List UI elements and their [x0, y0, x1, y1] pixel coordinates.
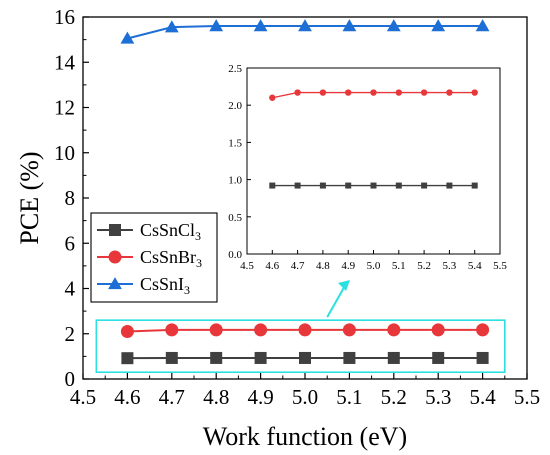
data-point-cssncl3 — [165, 351, 178, 364]
y-tick-label: 14 — [54, 50, 76, 74]
inset-data-point-cssnbr3 — [395, 89, 402, 96]
inset-data-point-cssncl3 — [446, 182, 453, 189]
data-point-cssncl3 — [343, 351, 356, 364]
inset-x-tick-label: 4.8 — [316, 260, 330, 272]
inset-x-tick-label: 4.6 — [265, 260, 279, 272]
inset-x-tick-label: 4.9 — [341, 260, 355, 272]
data-point-cssncl3 — [254, 351, 267, 364]
data-point-cssncl3 — [387, 351, 400, 364]
inset-x-tick-label: 4.5 — [240, 260, 254, 272]
main-plot: 4.5 4.6 4.7 4.8 4.9 5.0 5.1 5.2 5.3 5.4 5.5 0 2 4 6 8 10… — [15, 5, 540, 451]
inset-frame — [246, 67, 501, 255]
data-point-cssncl3 — [476, 351, 489, 364]
zoom-arrow-head — [338, 280, 350, 291]
data-point-cssni3 — [209, 19, 224, 32]
data-point-cssni3 — [164, 20, 179, 33]
inset-plot: 4.5 4.6 4.7 4.8 4.9 5.0 5.1 5.2 5.3 5.4 5.5 0.0 0.5 1… — [228, 63, 507, 272]
data-point-cssnbr3 — [254, 323, 268, 337]
y-tick-label: 6 — [65, 231, 76, 255]
y-tick-label: 0 — [65, 367, 76, 391]
x-tick-label: 5.3 — [425, 385, 451, 409]
y-axis-title: PCE (%) — [15, 151, 44, 244]
y-tick-label: 4 — [65, 277, 76, 301]
legend-marker-cssni3 — [108, 277, 122, 290]
x-tick-label: 4.9 — [247, 385, 273, 409]
x-tick-label: 5.2 — [381, 385, 407, 409]
data-point-cssncl3 — [432, 351, 445, 364]
inset-data-point-cssnbr3 — [471, 89, 478, 96]
inset-y-tick-label: 0.5 — [228, 212, 242, 224]
inset-y-tick-label: 1.0 — [228, 175, 242, 187]
inset-y-tick-label: 2.5 — [228, 63, 242, 75]
data-point-cssncl3 — [121, 352, 134, 365]
legend: CsSnCl3 CsSnBr3 CsSnI3 — [90, 212, 218, 303]
data-point-cssnbr3 — [476, 323, 490, 337]
highlight-box — [95, 319, 506, 374]
x-tick-label: 4.5 — [70, 385, 96, 409]
data-point-cssni3 — [253, 19, 268, 32]
legend-label-cssnbr3: CsSnBr3 — [140, 247, 202, 270]
data-point-cssni3 — [120, 31, 135, 44]
inset-x-tick-label: 5.2 — [417, 260, 431, 272]
inset-data-point-cssncl3 — [421, 182, 428, 189]
inset-data-point-cssnbr3 — [269, 94, 276, 101]
data-point-cssnbr3 — [342, 323, 356, 337]
inset-data-point-cssncl3 — [395, 182, 402, 189]
inset-x-tick-label: 5.0 — [367, 260, 381, 272]
y-tick-label: 16 — [54, 5, 75, 29]
data-point-cssncl3 — [210, 351, 223, 364]
inset-data-point-cssncl3 — [370, 182, 377, 189]
data-point-cssni3 — [475, 19, 490, 32]
legend-label-cssncl3: CsSnCl3 — [140, 220, 201, 243]
inset-y-tick-label: 0.0 — [228, 249, 242, 261]
inset-data-point-cssnbr3 — [345, 89, 352, 96]
inset-y-tick-label: 1.5 — [228, 137, 242, 149]
legend-marker-cssncl3 — [109, 224, 121, 236]
x-tick-label: 5.0 — [292, 385, 318, 409]
legend-label-cssni3: CsSnI3 — [140, 274, 190, 297]
inset-x-tick-label: 5.1 — [392, 260, 406, 272]
inset-x-tick-label: 5.3 — [443, 260, 457, 272]
inset-data-point-cssnbr3 — [319, 89, 327, 96]
x-axis-title: Work function (eV) — [203, 422, 407, 451]
x-tick-label: 5.4 — [469, 385, 496, 409]
inset-x-tick-label: 5.5 — [493, 260, 507, 272]
y-tick-label: 10 — [54, 141, 75, 165]
y-tick-label: 2 — [65, 322, 76, 346]
data-point-cssnbr3 — [431, 323, 445, 337]
zoom-arrow-shaft — [326, 283, 347, 318]
inset-data-point-cssncl3 — [294, 182, 301, 189]
data-point-cssni3 — [386, 19, 401, 32]
inset-data-point-cssncl3 — [345, 182, 352, 189]
data-point-cssni3 — [431, 19, 446, 32]
inset-data-point-cssncl3 — [471, 182, 478, 189]
x-tick-label: 4.6 — [114, 385, 140, 409]
data-point-cssni3 — [342, 19, 357, 32]
x-tick-label: 4.7 — [159, 385, 185, 409]
data-point-cssnbr3 — [120, 324, 134, 338]
inset-data-point-cssncl3 — [319, 182, 326, 189]
inset-data-point-cssncl3 — [269, 182, 276, 189]
inset-x-tick-label: 5.4 — [468, 260, 482, 272]
data-point-cssnbr3 — [387, 323, 401, 337]
data-point-cssncl3 — [299, 351, 311, 364]
inset-data-point-cssnbr3 — [420, 89, 428, 96]
x-tick-label: 5.1 — [336, 385, 362, 409]
inset-data-point-cssnbr3 — [370, 89, 377, 96]
inset-data-point-cssnbr3 — [446, 89, 453, 96]
x-tick-label: 4.8 — [203, 385, 229, 409]
data-point-cssnbr3 — [209, 323, 223, 337]
y-tick-label: 12 — [54, 96, 75, 120]
data-point-cssnbr3 — [165, 323, 179, 337]
inset-data-point-cssnbr3 — [294, 89, 301, 96]
y-tick-label: 8 — [65, 186, 76, 210]
inset-x-tick-label: 4.7 — [291, 260, 305, 272]
inset-y-tick-label: 2.0 — [228, 100, 242, 112]
legend-marker-cssnbr3 — [108, 250, 122, 264]
data-point-cssni3 — [298, 19, 312, 32]
data-point-cssnbr3 — [298, 323, 312, 337]
x-tick-label: 5.5 — [514, 385, 540, 409]
